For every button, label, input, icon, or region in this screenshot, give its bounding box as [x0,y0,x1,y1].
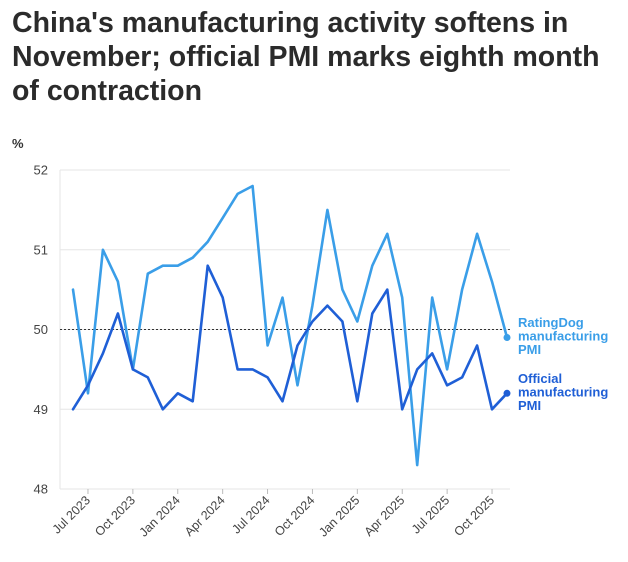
x-tick-label-0: Jul 2023 [50,493,93,536]
x-tick-label-2: Jan 2024 [137,493,183,539]
x-tick-label-7: Apr 2025 [362,493,408,539]
series-label-ratingdog-1: manufacturing [518,329,608,344]
x-tick-label-6: Jan 2025 [316,493,362,539]
x-tick-label-4: Jul 2024 [229,493,272,536]
y-tick-label-51: 51 [34,242,48,257]
series-label-official-0: Official [518,371,562,386]
x-tick-label-8: Jul 2025 [409,493,452,536]
x-tick-label-1: Oct 2023 [92,493,138,539]
x-tick-label-9: Oct 2025 [451,493,497,539]
series-line-official [71,264,509,411]
series-label-official-1: manufacturing [518,385,608,400]
x-tick-label-5: Oct 2024 [272,493,318,539]
chart-title: China's manufacturing activity softens i… [12,7,600,107]
series-line-ratingdog [71,184,509,467]
y-tick-label-49: 49 [34,402,48,417]
series-label-ratingdog-0: RatingDog [518,315,584,330]
series-end-marker-official [503,389,511,397]
y-axis-unit: % [12,136,24,151]
y-tick-label-50: 50 [34,322,48,337]
series-end-marker-ratingdog [503,333,511,341]
y-tick-label-48: 48 [34,482,48,497]
series-label-ratingdog-2: PMI [518,342,541,357]
x-tick-label-3: Apr 2024 [182,493,228,539]
y-tick-label-52: 52 [34,163,48,178]
series-label-official-2: PMI [518,398,541,413]
